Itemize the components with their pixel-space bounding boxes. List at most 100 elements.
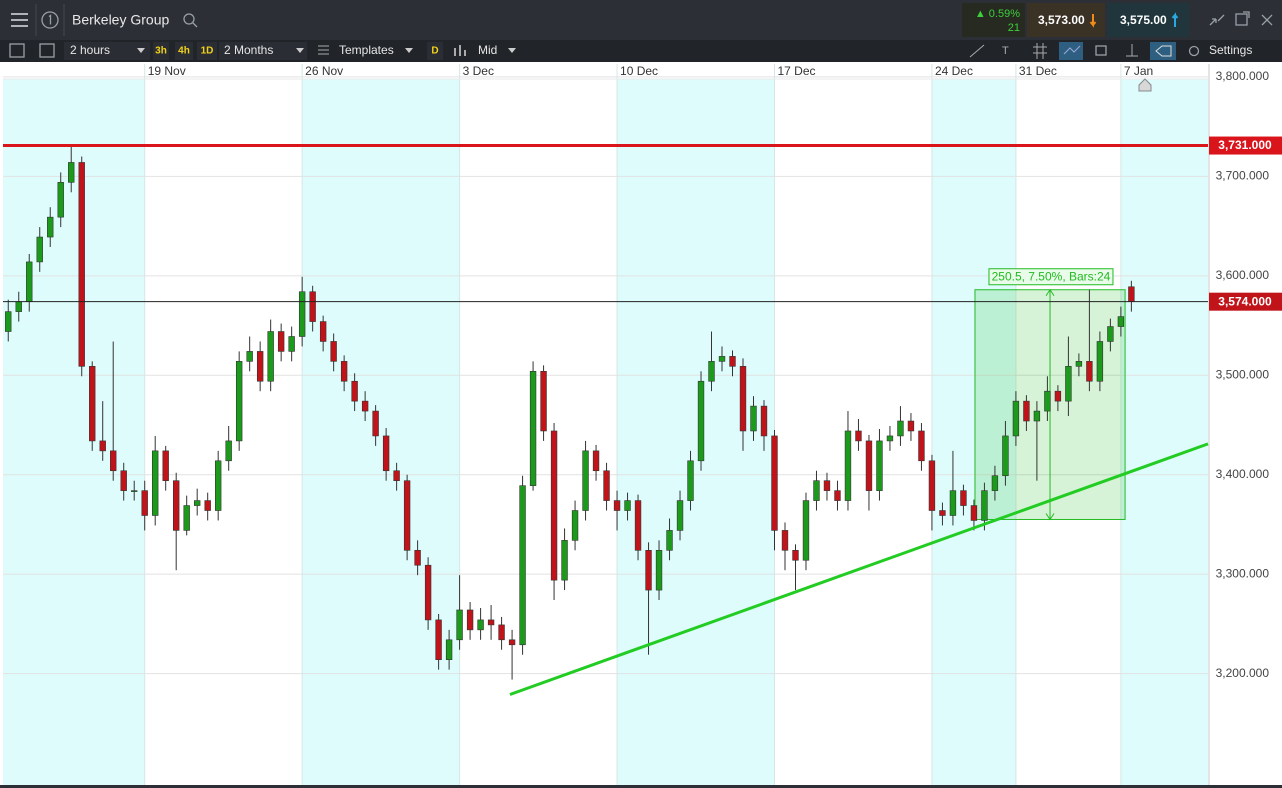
quick-interval-label: 1D <box>201 46 214 57</box>
quick-interval[interactable] <box>175 42 193 60</box>
candle-body <box>445 639 453 660</box>
candle-body <box>110 450 117 472</box>
quick-interval[interactable] <box>197 42 217 60</box>
range-select[interactable] <box>219 42 307 60</box>
instrument-name: Berkeley Group <box>72 12 169 28</box>
candle-body <box>1054 390 1062 402</box>
candle-body <box>687 460 694 501</box>
info-icon[interactable] <box>41 11 59 29</box>
y-tick-label: 3,500.000 <box>1216 367 1270 381</box>
candle-body <box>141 490 148 516</box>
panel-icon[interactable] <box>9 43 25 58</box>
settings-icon[interactable] <box>1188 45 1200 57</box>
candle-body <box>624 500 631 511</box>
candle-body <box>550 430 558 581</box>
candle-body <box>36 236 43 263</box>
candle-body <box>519 485 526 646</box>
y-tick-label: 3,400.000 <box>1216 467 1270 481</box>
daily: D <box>431 46 438 57</box>
range: 2 Months <box>224 43 273 57</box>
candle-body <box>1117 316 1125 327</box>
chart: 3,200.000 3,300.000 3,400.000 3,500.000 3,60… <box>0 64 1282 788</box>
y-tick-label: 3,700.000 <box>1216 169 1270 183</box>
price-type[interactable]: Mid <box>478 43 497 57</box>
candle-body <box>760 405 768 437</box>
candle-body <box>382 435 390 472</box>
price-tag <box>1209 292 1282 311</box>
candle-body <box>57 182 64 218</box>
candle-body <box>603 470 610 501</box>
measure-label: 250.5, 7.50%, Bars:24 <box>992 269 1111 283</box>
candle-body <box>781 530 789 551</box>
y-tick-label: 3,800.000 <box>1216 69 1270 83</box>
measure-label-box <box>988 268 1114 286</box>
candle-body <box>319 321 327 342</box>
candle-body <box>928 460 936 511</box>
candle-body <box>676 500 684 531</box>
settings[interactable]: Settings <box>1209 43 1252 57</box>
candle-body <box>697 380 705 462</box>
candle-body <box>1044 390 1051 412</box>
quick-interval-label: 3h <box>155 46 167 57</box>
layout-icon[interactable] <box>39 43 55 58</box>
price-tag <box>1209 136 1282 155</box>
candle-body <box>529 370 537 486</box>
candle-body <box>78 162 85 367</box>
week-band <box>302 79 460 788</box>
candle-body <box>739 366 747 432</box>
buy-price: 3,575.00 <box>1120 13 1167 27</box>
candle-body <box>592 450 600 472</box>
candle-body <box>886 435 894 442</box>
y-tick-label: 3,200.000 <box>1216 666 1270 680</box>
candle-body <box>655 550 663 591</box>
candle-body <box>802 500 810 561</box>
candle-body <box>393 470 400 481</box>
menu-icon[interactable] <box>11 13 28 27</box>
week-band <box>3 79 145 788</box>
candle-body <box>1023 400 1030 422</box>
candle-body <box>729 356 736 367</box>
quick-interval[interactable] <box>153 42 169 60</box>
candle-body <box>634 500 642 551</box>
x-tick-label: 3 Dec <box>463 64 494 78</box>
candle-body <box>267 331 274 382</box>
candle-body <box>970 505 978 521</box>
candle-body <box>540 370 547 432</box>
interval: 2 hours <box>70 43 110 57</box>
week-band <box>1120 79 1208 788</box>
candle-body <box>1086 361 1093 382</box>
change-percent: ▲ 0.59% <box>975 8 1020 20</box>
candle-body <box>456 609 463 641</box>
interval-select[interactable] <box>64 42 150 60</box>
svg-text:T: T <box>1002 45 1009 57</box>
price-tag-label: 3,574.000 <box>1218 294 1272 308</box>
candle-body <box>613 500 621 511</box>
candle-body <box>823 480 831 491</box>
templates-button[interactable] <box>318 45 329 55</box>
candle-body <box>844 430 852 501</box>
candle-body <box>991 475 999 491</box>
sell-price: 3,573.00 <box>1038 13 1085 27</box>
search-icon[interactable] <box>183 13 198 28</box>
candle-body <box>855 430 862 442</box>
candle-body <box>466 609 474 631</box>
x-tick-label: 26 Nov <box>305 64 343 78</box>
candle-body <box>330 341 337 362</box>
candle-body <box>89 366 96 442</box>
candle-body <box>68 162 75 183</box>
candle-body <box>876 440 883 491</box>
window-icons[interactable] <box>1209 11 1273 26</box>
latest-marker <box>1138 78 1152 92</box>
candle-body <box>5 311 12 332</box>
candle-body <box>235 361 243 442</box>
candle-body <box>246 351 253 362</box>
candle-body <box>225 440 232 462</box>
x-tick-label: 10 Dec <box>620 64 658 78</box>
bottom-border <box>0 785 1282 788</box>
daily-button[interactable] <box>427 42 443 60</box>
drawing-tools[interactable]: T <box>969 42 1176 60</box>
candle-body <box>1002 435 1009 477</box>
candle-body <box>907 420 915 432</box>
candle-body <box>897 420 904 437</box>
candle-body <box>173 480 180 531</box>
